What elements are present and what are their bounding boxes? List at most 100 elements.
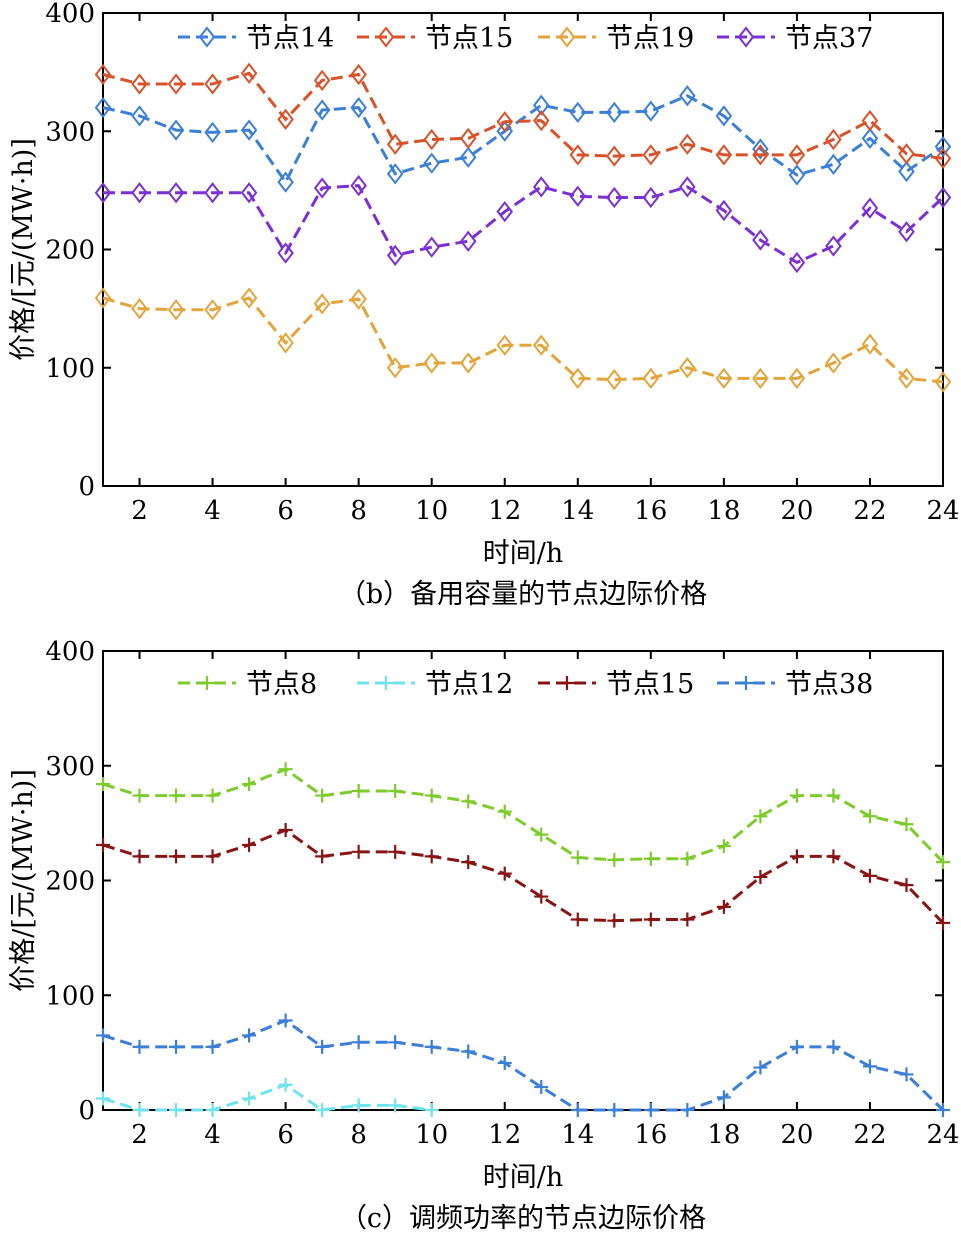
data-point bbox=[131, 73, 148, 95]
x-tick-label: 10 bbox=[415, 1120, 448, 1150]
data-point bbox=[788, 251, 806, 274]
data-point bbox=[351, 783, 366, 798]
data-point bbox=[715, 144, 733, 166]
legend-label: 节点8 bbox=[246, 669, 317, 700]
data-point bbox=[753, 809, 768, 824]
data-point bbox=[96, 777, 110, 792]
legend-marker bbox=[379, 676, 393, 690]
data-point bbox=[167, 119, 185, 141]
data-point bbox=[167, 299, 185, 321]
data-point bbox=[313, 293, 331, 315]
legend-label: 节点38 bbox=[785, 669, 873, 700]
x-tick-label: 14 bbox=[561, 1120, 594, 1150]
data-point bbox=[496, 334, 514, 356]
data-point bbox=[204, 73, 221, 95]
data-point bbox=[532, 94, 550, 116]
series-line bbox=[102, 1083, 432, 1112]
data-point bbox=[753, 1060, 768, 1075]
data-point bbox=[242, 777, 257, 792]
data-point bbox=[936, 915, 950, 930]
chart-b: 2 4 6 8 10 12 14 16 18 20 22 240100200300400时间/h价格/… bbox=[8, 0, 960, 610]
data-point bbox=[242, 1028, 257, 1043]
series-3 bbox=[96, 1013, 950, 1117]
x-tick-label: 20 bbox=[780, 1120, 813, 1150]
chart-c: 2 4 6 8 10 12 14 16 18 20 22 240100200300400时间/h价格/… bbox=[8, 637, 960, 1234]
data-point bbox=[350, 63, 367, 86]
data-point bbox=[606, 368, 623, 391]
data-point bbox=[569, 185, 587, 207]
data-point bbox=[936, 1103, 950, 1117]
figure-caption: （c）调频功率的节点边际价格 bbox=[340, 1203, 706, 1234]
data-point bbox=[934, 135, 952, 158]
data-point bbox=[423, 352, 440, 374]
data-point bbox=[752, 367, 769, 390]
data-point bbox=[569, 367, 587, 390]
x-tick-label: 12 bbox=[488, 1120, 521, 1150]
series-2 bbox=[96, 823, 950, 930]
x-tick-label: 12 bbox=[488, 496, 521, 526]
data-point bbox=[313, 177, 331, 199]
series-0 bbox=[96, 762, 950, 870]
y-tick-label: 100 bbox=[45, 354, 95, 384]
data-point bbox=[826, 788, 841, 803]
data-point bbox=[167, 182, 185, 204]
data-point bbox=[386, 163, 404, 185]
data-point bbox=[642, 367, 660, 390]
y-tick-label: 300 bbox=[45, 117, 95, 147]
legend-item-1: 节点15 bbox=[357, 23, 513, 54]
legend-item-2: 节点19 bbox=[538, 23, 694, 54]
data-point bbox=[132, 788, 147, 803]
data-point bbox=[643, 912, 658, 927]
data-point bbox=[169, 849, 184, 864]
data-point bbox=[496, 201, 514, 223]
legend-item-1: 节点12 bbox=[357, 669, 513, 700]
data-point bbox=[899, 878, 914, 893]
series-line bbox=[102, 767, 945, 864]
data-point bbox=[898, 160, 915, 183]
x-tick-label: 10 bbox=[415, 496, 448, 526]
data-point bbox=[315, 849, 330, 864]
data-point bbox=[240, 62, 258, 84]
data-point bbox=[825, 153, 842, 175]
data-point bbox=[388, 1098, 403, 1113]
legend-label: 节点12 bbox=[425, 669, 513, 700]
y-tick-label: 0 bbox=[78, 472, 95, 502]
y-tick-label: 300 bbox=[45, 752, 95, 782]
data-point bbox=[278, 1077, 293, 1092]
data-point bbox=[94, 96, 112, 119]
x-tick-label: 24 bbox=[926, 1120, 959, 1150]
data-point bbox=[532, 334, 550, 356]
x-tick-label: 16 bbox=[634, 1120, 667, 1150]
data-point bbox=[825, 128, 842, 151]
data-point bbox=[861, 109, 879, 132]
legend-item-3: 节点38 bbox=[717, 669, 873, 700]
legend-label: 节点19 bbox=[606, 23, 694, 54]
data-point bbox=[934, 186, 952, 209]
data-point bbox=[532, 176, 550, 198]
data-point bbox=[240, 119, 258, 141]
data-point bbox=[278, 823, 293, 838]
series-line bbox=[102, 1018, 945, 1112]
data-point bbox=[205, 788, 220, 803]
data-point bbox=[94, 182, 112, 204]
data-point bbox=[277, 171, 294, 193]
data-point bbox=[606, 145, 623, 167]
data-point bbox=[423, 128, 440, 151]
data-point bbox=[351, 844, 366, 859]
data-point bbox=[423, 236, 440, 258]
legend-marker bbox=[560, 676, 574, 690]
x-tick-label: 4 bbox=[204, 496, 221, 526]
data-point bbox=[277, 332, 294, 354]
data-point bbox=[242, 837, 257, 852]
y-axis-label: 价格/[元/(MW·h)] bbox=[8, 138, 39, 361]
data-point bbox=[826, 849, 841, 864]
data-point bbox=[204, 299, 221, 321]
series-line bbox=[102, 296, 944, 384]
x-axis-label: 时间/h bbox=[483, 538, 564, 569]
series-line bbox=[103, 184, 945, 265]
data-point bbox=[313, 69, 331, 92]
data-point bbox=[169, 1039, 184, 1054]
data-point bbox=[606, 186, 623, 209]
data-point bbox=[862, 1059, 877, 1074]
data-point bbox=[167, 73, 185, 95]
